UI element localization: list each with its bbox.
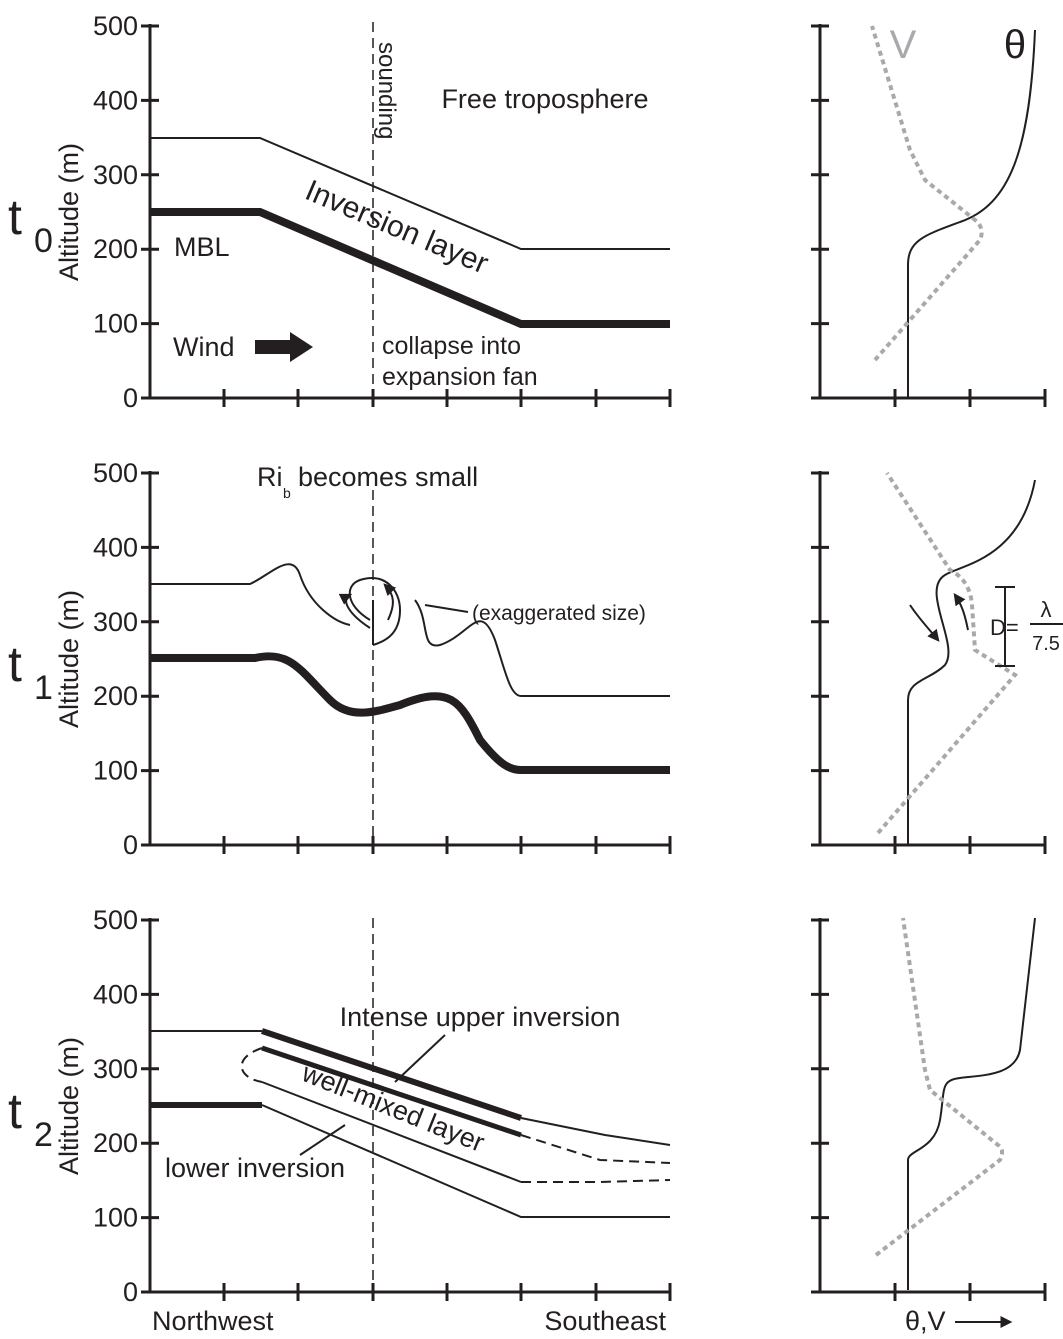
y-tick-label: 200 (93, 1128, 138, 1158)
label: 7.5 (1032, 633, 1060, 655)
time-label: t (8, 636, 22, 692)
leader (394, 1034, 446, 1083)
leader (299, 1124, 346, 1156)
time-label: t (8, 1083, 22, 1139)
theta-profile (907, 479, 1036, 845)
y-tick-label: 400 (93, 85, 138, 115)
panel-t2: Intense upper inversion well-mixed layer… (150, 917, 1036, 1336)
mixed-top-dashed (240, 1047, 671, 1164)
panel-t1: Ri b becomes small (exaggerated size) D=… (150, 462, 1063, 845)
y-tick-label: 500 (93, 458, 138, 488)
d-bracket (995, 586, 1015, 667)
label: lower inversion (165, 1153, 345, 1183)
time-label: t (8, 189, 22, 245)
label: θ (1004, 23, 1026, 67)
inversion-top (150, 137, 670, 250)
x-label: Northwest (152, 1306, 274, 1334)
mixed-top (261, 1045, 522, 1138)
theta-profile (907, 29, 1036, 398)
label: sounding (373, 42, 400, 139)
x-label: Southeast (544, 1306, 666, 1334)
label: (exaggerated size) (472, 602, 646, 625)
y-axis-label: Altitude (m) (54, 143, 84, 281)
theta-profile (907, 917, 1036, 1290)
y-tick-label: 0 (123, 1277, 138, 1307)
label: λ (1041, 597, 1052, 622)
y-tick-label: 200 (93, 681, 138, 711)
axis (818, 24, 1045, 400)
y-tick-label: 0 (123, 383, 138, 413)
vortex-arrow (383, 583, 397, 621)
upper-inversion (520, 1117, 671, 1146)
arrow (909, 604, 940, 642)
upper-inversion (261, 1028, 522, 1121)
y-tick-label: 500 (93, 11, 138, 41)
axis (818, 471, 1045, 847)
time-subscript: 1 (34, 669, 53, 707)
y-tick-label: 0 (123, 830, 138, 860)
label: becomes small (298, 462, 478, 492)
vortex-arrow (338, 593, 371, 629)
time-subscript: 2 (34, 1116, 53, 1154)
y-tick-label: 200 (93, 234, 138, 264)
label: collapse into (382, 332, 521, 360)
y-tick-label: 400 (93, 532, 138, 562)
mixed-bottom-dashed (521, 1179, 671, 1183)
label: Wind (173, 332, 235, 362)
inversion-top (150, 563, 351, 626)
label: expansion fan (382, 363, 538, 391)
label: b (283, 485, 291, 501)
x-label: θ,V (905, 1306, 946, 1334)
label: V (890, 23, 917, 67)
panel-t0: Free troposphere Inversion layer MBL Win… (150, 22, 1036, 398)
v-profile (874, 917, 1005, 1257)
arrow (953, 593, 969, 631)
y-tick-label: 500 (93, 905, 138, 935)
y-tick-label: 100 (93, 756, 138, 786)
wind-arrow (255, 332, 313, 362)
y-tick-label: 100 (93, 1203, 138, 1233)
y-axis-label: Altitude (m) (54, 1037, 84, 1175)
label: Inversion layer (300, 174, 492, 281)
mixed-bottom (261, 1081, 522, 1183)
y-tick-label: 300 (93, 160, 138, 190)
y-tick-label: 300 (93, 607, 138, 637)
leader (424, 604, 469, 613)
label: D= (990, 615, 1019, 640)
v-profile (870, 25, 984, 362)
label: Intense upper inversion (340, 1002, 621, 1032)
y-axis-label: Altitude (m) (54, 590, 84, 728)
inversion-base (150, 652, 670, 774)
v-profile (876, 471, 1019, 835)
vortex (348, 577, 402, 646)
y-tick-label: 400 (93, 979, 138, 1009)
time-subscript: 0 (34, 222, 53, 260)
y-tick-label: 100 (93, 309, 138, 339)
lower-inversion (261, 1104, 670, 1218)
inversion-top (372, 599, 670, 697)
y-tick-label: 300 (93, 1054, 138, 1084)
inversion-base (150, 208, 670, 328)
label: Ri (257, 462, 283, 492)
axis (818, 918, 1045, 1294)
label: MBL (174, 232, 230, 262)
label: Free troposphere (441, 84, 648, 114)
